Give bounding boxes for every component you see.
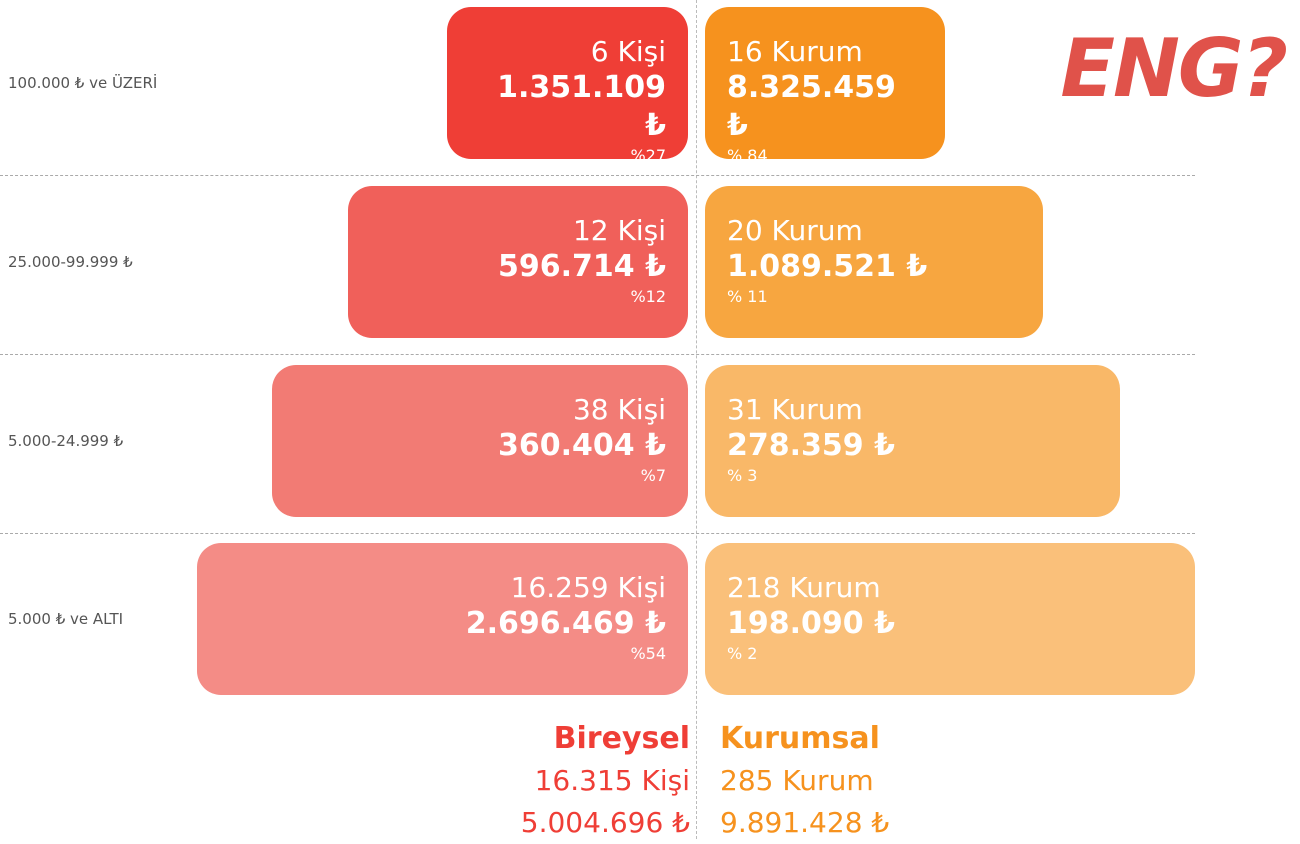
share: % 84 xyxy=(727,146,768,165)
total-title: Kurumsal xyxy=(720,721,880,756)
center-divider xyxy=(696,0,697,839)
amount: 278.359 ₺ xyxy=(727,428,895,463)
total-count: 285 Kurum xyxy=(720,764,874,797)
amount: 2.696.469 ₺ xyxy=(465,606,666,641)
share: %27 xyxy=(630,146,666,165)
count: 218 Kurum xyxy=(727,571,881,604)
share: % 11 xyxy=(727,287,768,306)
institutional-box: 31 Kurum 278.359 ₺ % 3 xyxy=(705,365,1120,517)
share: %7 xyxy=(640,466,666,485)
individual-box: 6 Kişi 1.351.109 ₺ %27 xyxy=(447,7,688,165)
row-label: 5.000 ₺ ve ALTI xyxy=(8,610,124,628)
share: %54 xyxy=(630,644,666,663)
share: % 3 xyxy=(727,466,758,485)
amount: 360.404 ₺ xyxy=(498,428,666,463)
total-title: Bireysel xyxy=(553,721,690,756)
title: ENG? xyxy=(1060,22,1288,115)
row-divider xyxy=(0,533,1195,534)
share: %12 xyxy=(630,287,666,306)
individual-box: 16.259 Kişi 2.696.469 ₺ %54 xyxy=(197,543,688,695)
total-amount: 9.891.428 ₺ xyxy=(720,806,890,839)
amount: 1.089.521 ₺ xyxy=(727,249,928,284)
amount: 596.714 ₺ xyxy=(498,249,666,284)
amount: 8.325.459 ₺ xyxy=(727,70,896,143)
count: 20 Kurum xyxy=(727,214,863,247)
individual-box: 12 Kişi 596.714 ₺ %12 xyxy=(348,186,688,338)
row-divider xyxy=(0,175,1195,176)
amount: 1.351.109 ₺ xyxy=(497,70,666,143)
individual-total: Bireysel 16.315 Kişi 5.004.696 ₺ xyxy=(521,718,690,844)
institutional-box: 218 Kurum 198.090 ₺ % 2 xyxy=(705,543,1195,695)
row-label: 5.000-24.999 ₺ xyxy=(8,432,124,450)
individual-box: 38 Kişi 360.404 ₺ %7 xyxy=(272,365,688,517)
row-label: 25.000-99.999 ₺ xyxy=(8,253,133,271)
total-count: 16.315 Kişi xyxy=(534,764,690,797)
total-amount: 5.004.696 ₺ xyxy=(520,806,690,839)
institutional-box: 16 Kurum 8.325.459 ₺ % 84 xyxy=(705,7,945,165)
row-divider xyxy=(0,354,1195,355)
count: 38 Kişi xyxy=(572,393,666,426)
institutional-box: 20 Kurum 1.089.521 ₺ % 11 xyxy=(705,186,1043,338)
share: % 2 xyxy=(727,644,758,663)
count: 16 Kurum xyxy=(727,35,863,68)
institutional-total: Kurumsal 285 Kurum 9.891.428 ₺ xyxy=(720,718,889,844)
amount: 198.090 ₺ xyxy=(727,606,895,641)
count: 12 Kişi xyxy=(572,214,666,247)
count: 31 Kurum xyxy=(727,393,863,426)
count: 6 Kişi xyxy=(590,35,666,68)
row-label: 100.000 ₺ ve ÜZERİ xyxy=(8,74,158,92)
count: 16.259 Kişi xyxy=(510,571,666,604)
